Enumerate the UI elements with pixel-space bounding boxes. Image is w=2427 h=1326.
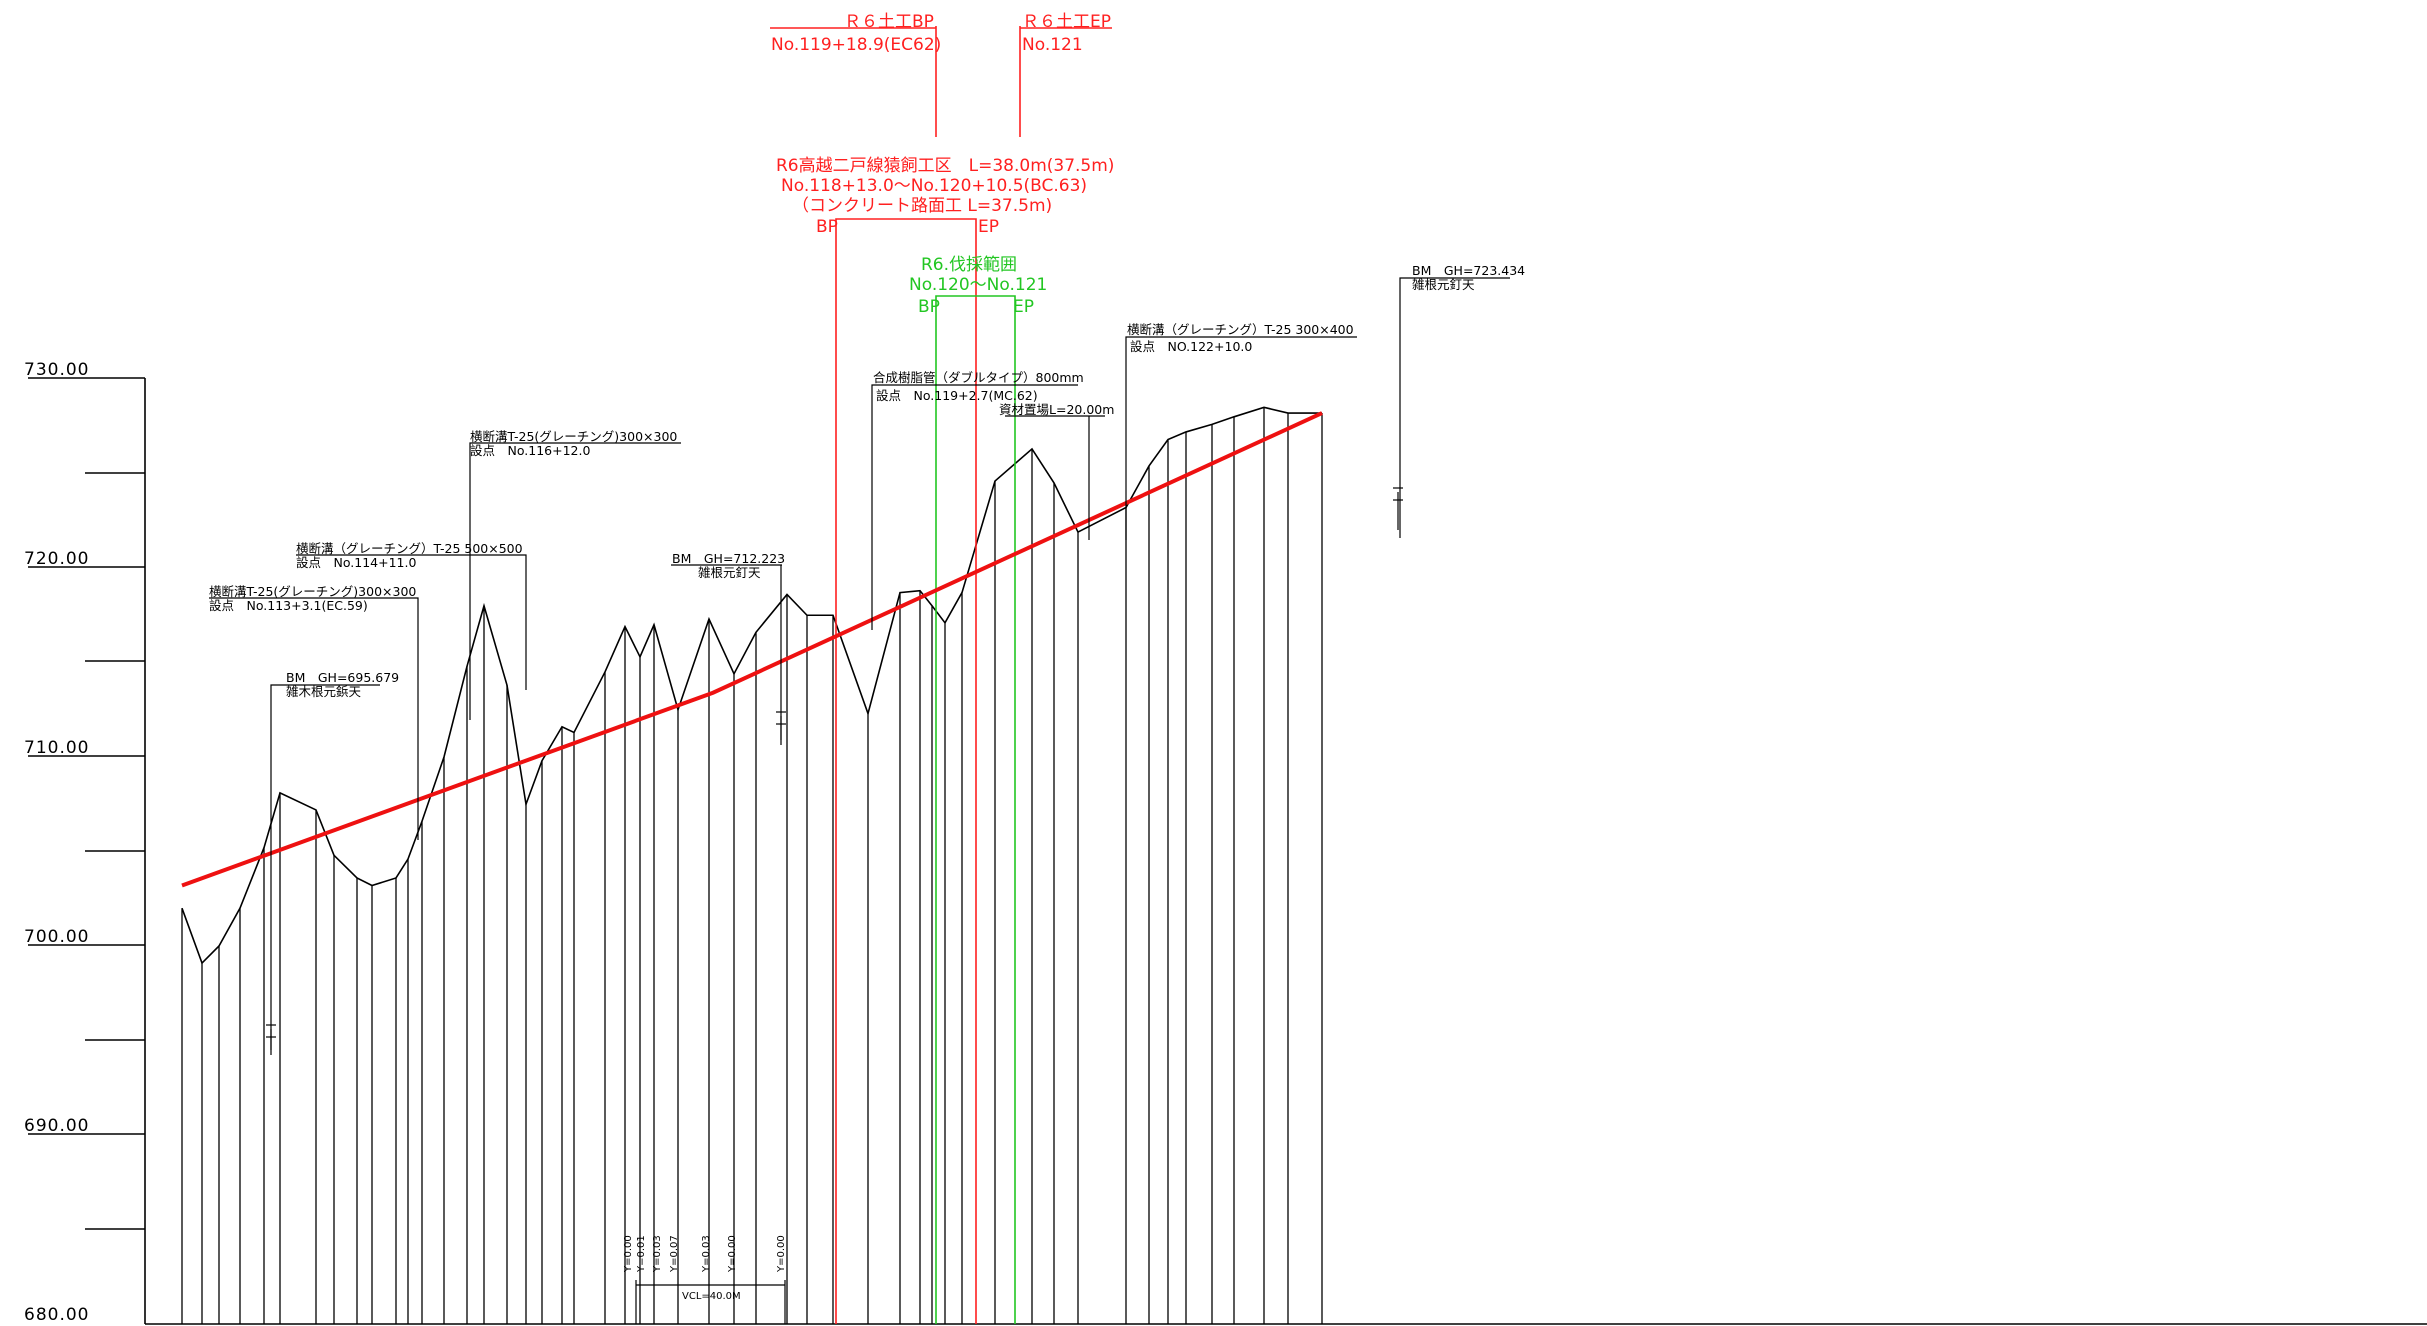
bm-mid-line1: BM GH=712.223 — [672, 551, 785, 566]
tick-label-720: 720.00 — [24, 549, 89, 569]
green-bp-label: BP — [918, 297, 940, 317]
green-ep-label: EP — [1013, 297, 1034, 317]
bm-right-line2: 雑根元釘天 — [1412, 277, 1475, 292]
bp-station-label: No.119+18.9(EC62) — [771, 35, 941, 55]
y-value-1: Y=0.00 — [623, 1235, 634, 1273]
planned-grade-line — [181, 411, 1323, 888]
red-ep-label: EP — [978, 217, 999, 237]
y-value-2: Y=0.01 — [636, 1235, 647, 1273]
green-labels: R6.伐採範囲 No.120～No.121 BP EP — [909, 255, 1047, 317]
drain-a-line2: 設点 No.114+11.0 — [296, 555, 416, 570]
annotations: BM GH=723.434 雑根元釘天 横断溝（グレーチング）T-25 300×… — [209, 263, 1525, 699]
section-note: （コンクリート路面工 L=37.5m) — [792, 196, 1052, 216]
drain-b-line2: 設点 No.113+3.1(EC.59) — [209, 598, 368, 613]
ground-profile-line — [181, 406, 1322, 965]
bm-left-line1: BM GH=695.679 — [286, 670, 399, 685]
clearing-range: No.120～No.121 — [909, 275, 1047, 295]
drain-right-line2: 設点 NO.122+10.0 — [1130, 339, 1252, 354]
clearing-title: R6.伐採範囲 — [921, 255, 1017, 275]
drain-right-line1: 横断溝（グレーチング）T-25 300×400 — [1127, 322, 1354, 337]
red-labels: Ｒ６土工BP No.119+18.9(EC62) Ｒ６土工EP No.121 R… — [771, 12, 1114, 237]
tick-label-700: 700.00 — [24, 927, 89, 947]
drain-mid-line2: 設点 No.116+12.0 — [470, 443, 590, 458]
vcl-label: VCL=40.0M — [682, 1291, 741, 1302]
tick-label-710: 710.00 — [24, 738, 89, 758]
section-range: No.118+13.0～No.120+10.5(BC.63) — [781, 176, 1087, 196]
bm-right-line1: BM GH=723.434 — [1412, 263, 1525, 278]
vertical-curve: VCL=40.0M Y=0.00 Y=0.01 Y=0.03 Y=0.07 Y=… — [623, 1235, 787, 1324]
station-lines — [181, 407, 1323, 1324]
y-value-6: Y=0.00 — [727, 1235, 738, 1273]
section-title: R6高越二戸線猿飼工区 L=38.0m(37.5m) — [776, 156, 1114, 176]
elevation-axis — [28, 377, 2427, 1325]
pipe-line2: 設点 No.119+2.7(MC.62) — [876, 388, 1038, 403]
green-range-markers — [935, 295, 1016, 1324]
tick-label-690: 690.00 — [24, 1116, 89, 1136]
storage-label: 資材置場L=20.00m — [999, 402, 1114, 417]
y-value-7: Y=0.00 — [776, 1235, 787, 1273]
y-value-3: Y=0.03 — [652, 1235, 663, 1273]
drain-mid-line1: 横断溝T-25(グレーチング)300×300 — [470, 429, 677, 444]
tick-label-730: 730.00 — [24, 360, 89, 380]
drain-a-line1: 横断溝（グレーチング）T-25 500×500 — [296, 541, 523, 556]
ep-top-label: Ｒ６土工EP — [1022, 12, 1111, 32]
pipe-line1: 合成樹脂管（ダブルタイプ）800mm — [873, 370, 1084, 385]
annotation-leaders — [209, 277, 1510, 1055]
drain-b-line1: 横断溝T-25(グレーチング)300×300 — [209, 584, 416, 599]
red-bp-label: BP — [816, 217, 838, 237]
y-value-5: Y=0.03 — [701, 1235, 712, 1273]
tick-label-680: 680.00 — [24, 1305, 89, 1325]
bp-top-label: Ｒ６土工BP — [844, 12, 934, 32]
y-value-4: Y=0.07 — [669, 1235, 680, 1273]
bm-left-line2: 雑木根元鋲天 — [286, 684, 362, 699]
red-range-markers — [770, 26, 1112, 1324]
bm-mid-line2: 雑根元釘天 — [698, 565, 761, 580]
ep-station-label: No.121 — [1022, 35, 1083, 55]
elevation-tick-labels: 730.00 720.00 710.00 700.00 690.00 680.0… — [24, 360, 89, 1325]
